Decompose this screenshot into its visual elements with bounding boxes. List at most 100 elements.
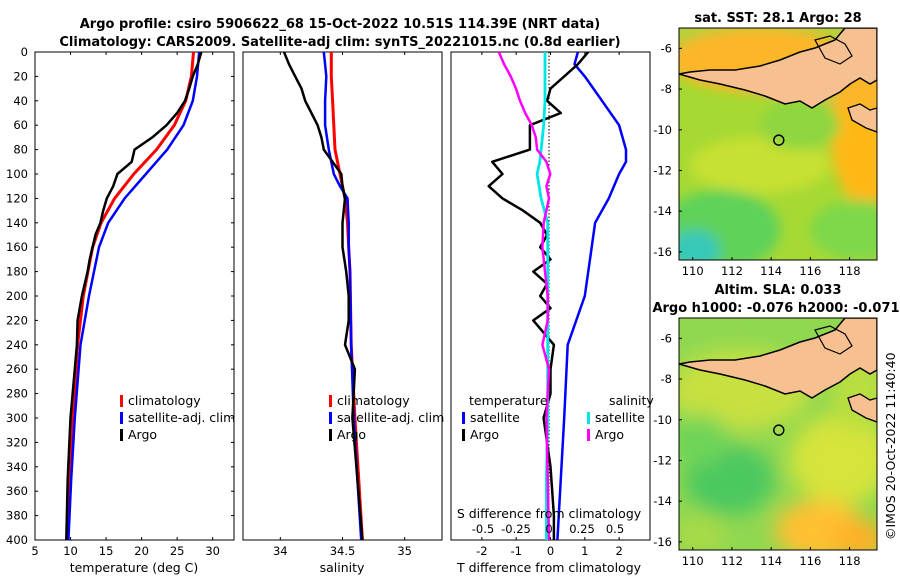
y-tick-label: 180: [6, 265, 28, 279]
temperature-x-ticks: 5 10 15 20 25 30: [31, 52, 220, 558]
y-tick-label: 360: [6, 484, 28, 498]
y-tick-label: 380: [6, 509, 28, 523]
legend-swatch-satellite: [120, 412, 123, 424]
difference-top-ticks: -0.5 -0.25 0 0.25 0.5: [472, 522, 624, 536]
map-y-tick-label: -16: [653, 245, 672, 259]
sla-map-title-2: Argo h1000: -0.076 h2000: -0.071: [652, 301, 899, 316]
legend-swatch-climatology: [329, 395, 332, 407]
x-tick-label: -1: [510, 544, 521, 558]
series-line-argo: [282, 52, 364, 540]
x-tick-label: 20: [134, 544, 149, 558]
map-y-tick-label: -12: [653, 163, 672, 177]
y-tick-label: 280: [6, 387, 28, 401]
y-tick-label: 140: [6, 216, 28, 230]
y-tick-label: 20: [13, 69, 28, 83]
map-y-tick-label: -16: [653, 535, 672, 549]
temperature-xlabel: temperature (deg C): [70, 560, 199, 575]
series-line-temperature-satellite: [556, 52, 628, 540]
map-y-tick-label: -8: [661, 372, 672, 386]
series-line-salinity-argo: [497, 52, 552, 540]
salinity-axes: [242, 51, 443, 541]
series-line-satellite-adj-clim: [67, 52, 201, 540]
difference-legend: temperature salinity satellite Argo sate…: [462, 393, 654, 442]
x-tick-label: 34.5: [330, 544, 356, 558]
sst-map-ticks: 110 112 114 116 118 -6 -8 -10 -12 -14 -16: [653, 41, 860, 278]
y-tick-label: 100: [6, 167, 28, 181]
title-line-2: Climatology: CARS2009. Satellite-adj cli…: [59, 35, 620, 50]
island-coast: [847, 393, 877, 423]
sla-map-frame: [678, 317, 878, 551]
legend-s-argo: Argo: [595, 427, 624, 442]
y-tick-label: 220: [6, 313, 28, 327]
legend-swatch-t-satellite: [462, 412, 465, 424]
temperature-legend: climatology satellite-adj. clim Argo: [120, 393, 235, 442]
x-tick-label: 5: [31, 544, 38, 558]
x-tick-label: 1: [581, 544, 588, 558]
map-x-tick-label: 114: [760, 554, 782, 568]
map-y-tick-label: -10: [653, 413, 672, 427]
salinity-lines: [282, 52, 364, 540]
map-y-tick-label: -14: [653, 204, 672, 218]
top-tick-label: -0.25: [501, 522, 531, 536]
temperature-axes: [34, 51, 235, 541]
series-line-argo: [65, 52, 203, 540]
difference-lines: [487, 52, 628, 540]
sst-map-panel: sat. SST: 28.1 Argo: 28 110 112 114 116 118 -…: [653, 11, 878, 278]
map-x-tick-label: 116: [799, 264, 821, 278]
y-tick-label: 200: [6, 289, 28, 303]
map-y-tick-label: -14: [653, 494, 672, 508]
map-x-tick-label: 112: [721, 554, 743, 568]
legend-satellite: satellite-adj. clim: [337, 410, 444, 425]
map-x-tick-label: 110: [682, 554, 704, 568]
salinity-panel: 34 34.5 35 salinity climatology satellite-…: [242, 51, 444, 575]
top-tick-label: 0.25: [569, 522, 595, 536]
x-tick-label: -2: [476, 544, 487, 558]
legend-swatch-t-argo: [462, 429, 465, 441]
y-tick-label: 300: [6, 411, 28, 425]
legend-argo: Argo: [337, 427, 366, 442]
x-tick-label: 30: [205, 544, 220, 558]
y-tick-label: 60: [13, 118, 28, 132]
legend-climatology: climatology: [128, 393, 201, 408]
legend-swatch-argo: [329, 429, 332, 441]
y-tick-label: 320: [6, 435, 28, 449]
y-tick-label: 120: [6, 191, 28, 205]
legend-climatology: climatology: [337, 393, 410, 408]
y-tick-label: 260: [6, 362, 28, 376]
map-x-tick-label: 110: [682, 264, 704, 278]
legend-swatch-s-satellite: [587, 412, 590, 424]
legend-swatch-satellite: [329, 412, 332, 424]
x-tick-label: 0: [547, 544, 554, 558]
title-line-1: Argo profile: csiro 5906622_68 15-Oct-20…: [80, 17, 601, 32]
y-tick-label: 40: [13, 94, 28, 108]
x-tick-label: 25: [170, 544, 185, 558]
difference-top-label: S difference from climatology: [457, 506, 642, 521]
java-coast: [679, 28, 877, 109]
legend-t-satellite: satellite: [470, 410, 520, 425]
legend-argo: Argo: [128, 427, 157, 442]
legend-s-satellite: satellite: [595, 410, 645, 425]
x-tick-label: 15: [99, 544, 114, 558]
top-tick-label: -0.5: [472, 522, 494, 536]
argo-marker: [773, 134, 785, 146]
x-tick-label: 34: [273, 544, 288, 558]
y-tick-label: 160: [6, 240, 28, 254]
map-y-tick-label: -6: [661, 331, 672, 345]
legend-swatch-argo: [120, 429, 123, 441]
legend-t-argo: Argo: [470, 427, 499, 442]
salinity-xlabel: salinity: [320, 560, 365, 575]
sla-map-panel: Altim. SLA: 0.033 Argo h1000: -0.076 h20…: [652, 283, 899, 568]
sst-map-frame: [678, 27, 878, 261]
difference-x-ticks: -2 -1 0 1 2: [476, 52, 623, 558]
y-tick-label: 240: [6, 338, 28, 352]
island-coast: [847, 103, 877, 133]
legend-swatch-climatology: [120, 395, 123, 407]
map-y-tick-label: -6: [661, 41, 672, 55]
legend-swatch-s-argo: [587, 429, 590, 441]
x-tick-label: 35: [397, 544, 412, 558]
sla-map-title-1: Altim. SLA: 0.033: [715, 283, 842, 298]
legend-satellite: satellite-adj. clim: [128, 410, 235, 425]
argo-marker: [773, 424, 785, 436]
legend-title-salinity: salinity: [609, 393, 654, 408]
